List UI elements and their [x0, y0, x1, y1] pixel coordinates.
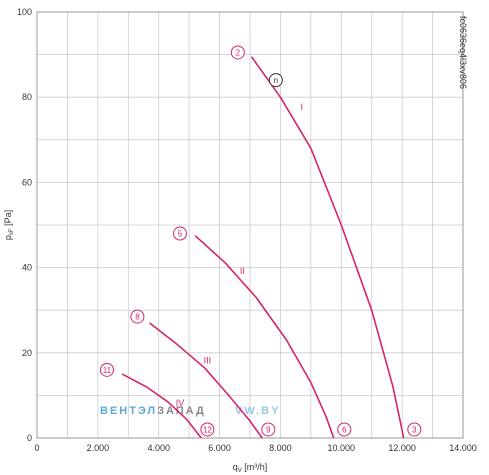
marker-label: 8 [135, 313, 140, 322]
grid [36, 11, 464, 439]
marker-2: 2 [230, 45, 245, 60]
y-tick-label: 80 [22, 92, 32, 102]
curve-II [194, 235, 335, 439]
y-tick-label: 0 [27, 433, 32, 443]
marker-label: 6 [342, 425, 347, 434]
marker-circle [173, 226, 188, 241]
marker-circle [337, 422, 352, 437]
x-axis-label: qV [m³/h] [233, 462, 268, 474]
curve-label-IV: IV [176, 398, 185, 408]
marker-11: 11 [99, 362, 114, 377]
curve-IV [121, 373, 202, 439]
y-tick-label: 100 [17, 7, 32, 17]
y-axis-label: psF [Pa] [3, 210, 15, 240]
marker-3: 3 [407, 422, 422, 437]
marker-12: 12 [200, 422, 215, 437]
watermark-part-1: ВЕНТЭЛ [100, 405, 157, 417]
y-tick-label: 40 [22, 263, 32, 273]
marker-label: 9 [266, 425, 271, 434]
marker-circle [230, 45, 245, 60]
x-tick-label: 10.000 [328, 443, 356, 453]
x-tick-label: 8.000 [269, 443, 292, 453]
curve-label-II: II [240, 266, 245, 276]
axis-labels: qV [m³/h] psF [Pa] fc0636eq4l3xv806 [3, 16, 468, 474]
y-tick-label: 20 [22, 348, 32, 358]
marker-8: 8 [130, 309, 145, 324]
watermark-url: VW.BY [235, 405, 280, 417]
markers: 2 n 3 5 6 8 9 11 12 [99, 45, 422, 437]
plot-frame [36, 11, 464, 439]
x-tick-label: 6.000 [208, 443, 231, 453]
x-tick-label: 2.000 [87, 443, 110, 453]
watermark: ВЕНТЭЛЗАПАД VW.BY [100, 405, 280, 417]
curve-III [149, 322, 263, 439]
watermark-text: ВЕНТЭЛЗАПАД [100, 405, 206, 417]
marker-label: 12 [203, 425, 212, 434]
x-tick-label: 4.000 [147, 443, 170, 453]
marker-circle [200, 422, 215, 437]
marker-label: 3 [412, 425, 417, 434]
x-tick-label: 14.000 [449, 443, 477, 453]
marker-9: 9 [261, 422, 276, 437]
chart-code: fc0636eq4l3xv806 [458, 16, 468, 89]
x-tick-label: 0 [34, 443, 39, 453]
marker-label: n [274, 76, 278, 85]
curve-label-III: III [204, 355, 212, 365]
marker-6: 6 [337, 422, 352, 437]
marker-circle [407, 422, 422, 437]
marker-circle [130, 309, 145, 324]
marker-circle [268, 73, 283, 88]
marker-label: 5 [178, 230, 183, 239]
marker-circle [99, 362, 114, 377]
y-tick-label: 60 [22, 177, 32, 187]
curve-I [250, 56, 405, 439]
watermark-part-2: ЗАПАД [157, 405, 206, 417]
marker-label: 2 [236, 48, 241, 57]
marker-n: n [268, 73, 283, 88]
marker-label: 11 [103, 366, 112, 375]
tick-labels: 0 2.000 4.000 6.000 8.000 10.000 12.000 14.000 0… [17, 7, 477, 453]
marker-5: 5 [173, 226, 188, 241]
x-tick-label: 12.000 [388, 443, 416, 453]
curve-label-I: I [300, 102, 303, 112]
marker-circle [261, 422, 276, 437]
